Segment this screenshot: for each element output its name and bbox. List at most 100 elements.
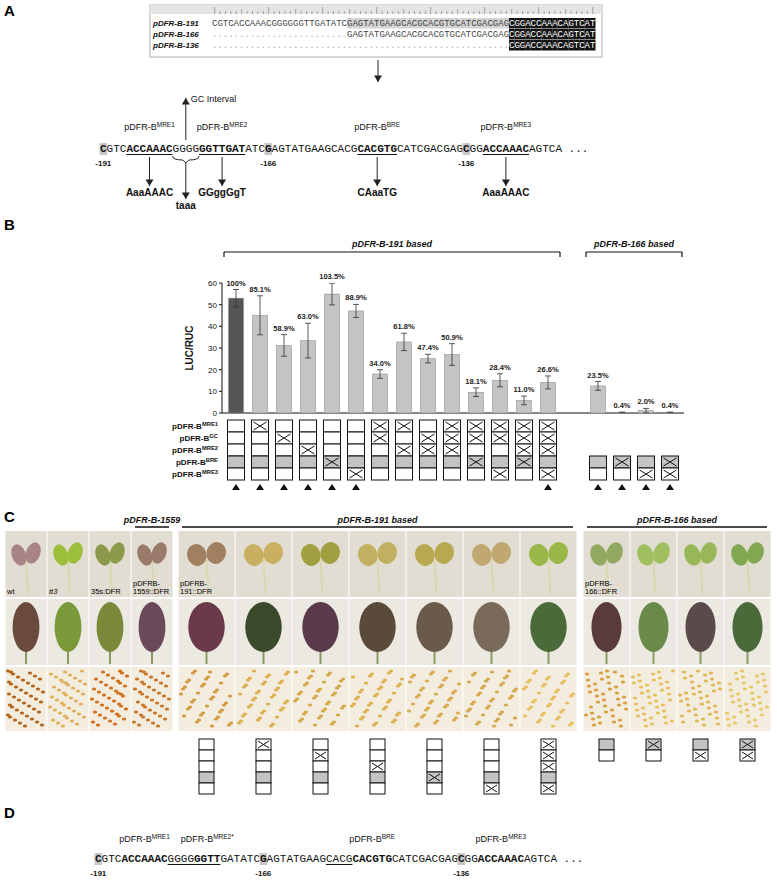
seed [666, 687, 670, 690]
brace [173, 156, 199, 163]
cotyledon [65, 540, 86, 566]
construct-cell [541, 739, 556, 750]
seed [196, 692, 200, 695]
seed [36, 688, 40, 691]
construct-cell [348, 468, 365, 480]
seed [635, 709, 639, 712]
label-base: pDFR-B [481, 122, 514, 132]
construct-cell [740, 739, 755, 750]
seed [608, 688, 612, 691]
selected-marker [618, 484, 626, 490]
position-label: -136 [453, 869, 470, 878]
seed [391, 721, 395, 724]
label-base: pDFR-B [172, 446, 202, 455]
seed [738, 705, 742, 708]
seed [22, 702, 26, 705]
seed [94, 678, 98, 681]
seed [21, 679, 25, 682]
seed [330, 723, 334, 726]
seed [51, 719, 55, 722]
leaf-photo [132, 599, 173, 665]
label-sup: BRE [206, 457, 218, 463]
seed [20, 712, 24, 715]
seed [702, 724, 706, 727]
ruler-tick [576, 11, 577, 14]
seed [425, 680, 429, 683]
seed [618, 719, 622, 722]
sequence-segment: ACCAAAC [126, 143, 173, 155]
label-sup: MRE3 [508, 833, 526, 840]
seed [531, 701, 535, 704]
ruler-tick [371, 11, 372, 14]
error-line [356, 304, 357, 317]
sequence-segment: GTC [102, 853, 122, 865]
seed [499, 684, 503, 687]
seed [136, 701, 140, 704]
y-tick [219, 304, 222, 305]
seedling-photo [584, 531, 630, 597]
seed [354, 698, 358, 701]
construct-cell [370, 750, 385, 761]
leaf [732, 602, 762, 652]
error-cap [401, 350, 407, 351]
seed [744, 703, 748, 706]
sequence-run: ........................................… [212, 41, 509, 51]
seed [350, 705, 354, 708]
sequence-segment: GTC [107, 143, 127, 155]
construct-cell [427, 739, 442, 750]
seed [489, 700, 493, 703]
percent-label: 18.1% [465, 377, 487, 386]
group-bracket [586, 251, 682, 252]
sequence-run: CGTCACCAAACGGGGGGTTGATATC [212, 19, 348, 29]
seed [23, 725, 27, 728]
position-label: -136 [458, 159, 475, 168]
position-label: -166 [255, 869, 272, 878]
seed [503, 677, 507, 680]
seed [106, 674, 110, 677]
seed [494, 720, 498, 723]
leaf [359, 602, 395, 652]
seed [665, 681, 669, 684]
error-cap [619, 412, 625, 413]
seed [696, 670, 700, 673]
error-line [548, 376, 549, 389]
ruler-tick [511, 9, 512, 14]
ruler-tick [506, 11, 507, 14]
seed [98, 714, 102, 717]
seed [67, 707, 71, 710]
construct-cell [427, 783, 442, 794]
seedling-photo [48, 531, 89, 597]
seed-photo [678, 667, 724, 731]
label-base: pDFR-B [124, 122, 157, 132]
ruler-tick [398, 11, 399, 14]
seed [593, 683, 597, 686]
seed [434, 693, 438, 696]
seed [70, 720, 74, 723]
construct-cell [372, 456, 389, 468]
seed [509, 724, 513, 727]
seed [14, 686, 18, 689]
seed [749, 686, 753, 689]
group-header: pDFR-B-166 based [636, 515, 718, 525]
seed [261, 683, 265, 686]
sequence-run: GAGTATGAAGCACGCACGTGCATCGACGAG [347, 30, 509, 40]
seed [238, 693, 242, 696]
seed [727, 724, 731, 727]
seed [39, 701, 43, 704]
construct-cell [492, 468, 509, 480]
seed [140, 681, 144, 684]
seed [752, 704, 756, 707]
seed [64, 682, 68, 685]
seed [222, 704, 226, 707]
seed [141, 704, 145, 707]
percent-label: 100% [226, 279, 246, 288]
mutation-cross [422, 434, 435, 442]
seed [717, 682, 721, 685]
panel-label: B [4, 216, 15, 233]
construct-cell [484, 783, 499, 794]
error-cap [521, 396, 527, 397]
seed [647, 696, 651, 699]
seed [73, 677, 77, 680]
seed [108, 720, 112, 723]
seed [480, 687, 484, 690]
